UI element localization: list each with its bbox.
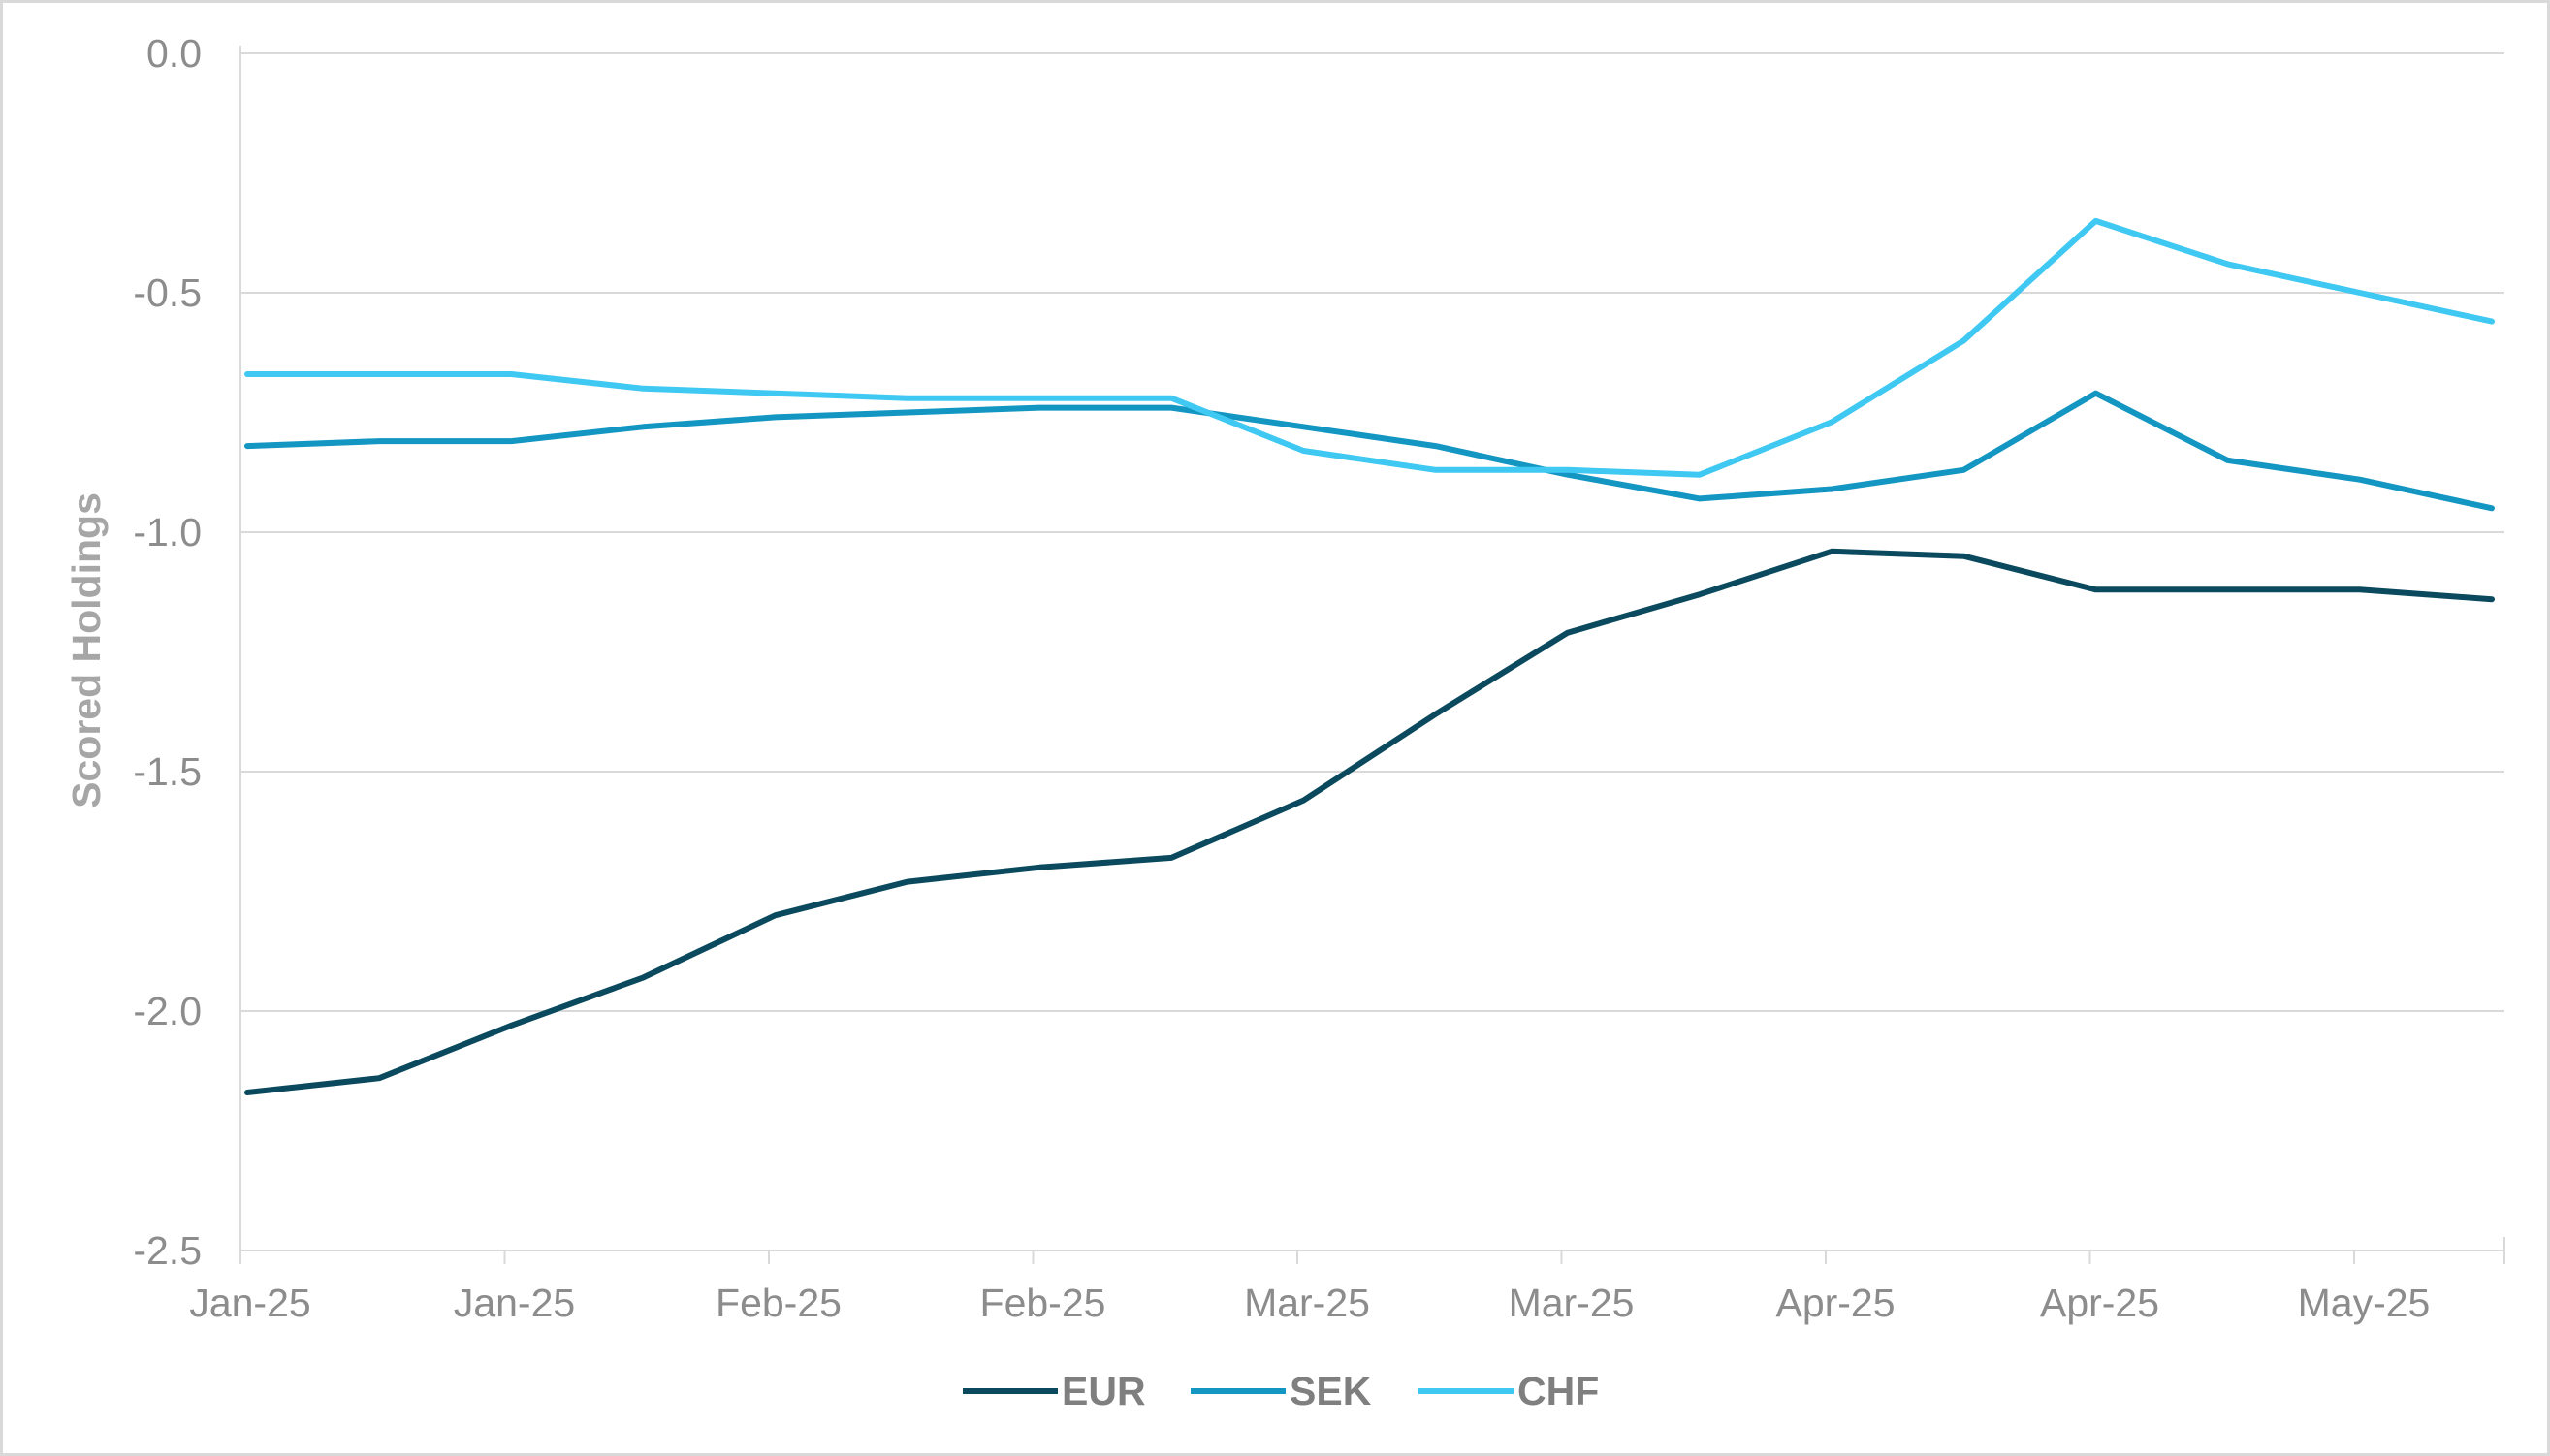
x-tick-label: May-25 [2298,1281,2431,1325]
y-tick-label: -1.0 [133,510,202,554]
gridlines [240,52,2504,1012]
x-tick-label: Jan-25 [454,1281,575,1325]
legend-label-sek: SEK [1290,1369,1372,1413]
x-tick-label: Apr-25 [1775,1281,1895,1325]
y-axis-tick-labels: 0.0 -0.5 -1.0 -1.5 -2.0 -2.5 [133,31,202,1273]
x-tick-label: Apr-25 [2040,1281,2159,1325]
x-axis-tick-labels: Jan-25 Jan-25 Feb-25 Feb-25 Mar-25 Mar-25 Apr-… [189,1281,2430,1325]
x-tick-label: Mar-25 [1509,1281,1635,1325]
x-axis [239,46,2505,1264]
y-tick-label: -2.5 [133,1228,202,1273]
legend-label-chf: CHF [1517,1369,1599,1413]
y-axis-title: Scored Holdings [64,492,109,808]
series-line-chf [244,217,2495,478]
series-line-eur [244,548,2495,1095]
y-tick-label: -0.5 [133,270,202,315]
line-chart: 0.0 -0.5 -1.0 -1.5 -2.0 -2.5 Jan-25 Jan-25 Feb-… [64,31,2505,1413]
x-tick-label: Feb-25 [716,1281,842,1325]
x-tick-label: Jan-25 [189,1281,310,1325]
x-tick-label: Mar-25 [1244,1281,1370,1325]
y-tick-label: 0.0 [146,31,202,76]
legend-label-eur: EUR [1062,1369,1146,1413]
y-tick-label: -1.5 [133,749,202,794]
y-tick-label: -2.0 [133,989,202,1033]
x-tick-label: Feb-25 [980,1281,1106,1325]
legend: EUR SEK CHF [963,1369,1599,1413]
series-line-sek [244,390,2495,512]
series-lines [244,217,2495,1095]
